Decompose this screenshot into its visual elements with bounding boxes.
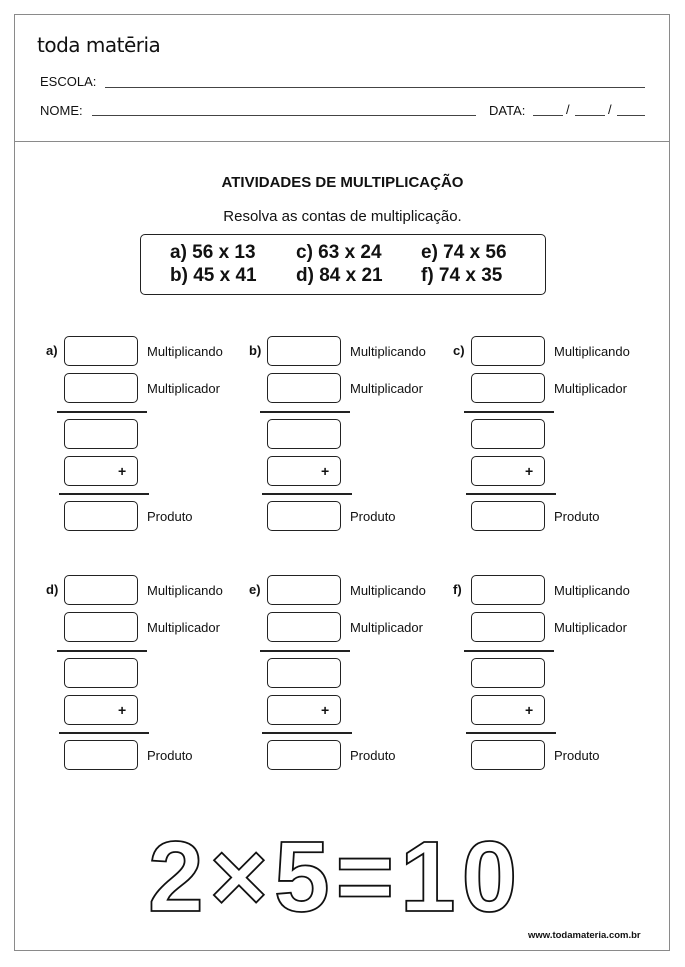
- divider-line: [262, 493, 352, 495]
- plus-sign: +: [118, 702, 127, 718]
- multiplicador-label: Multiplicador: [554, 620, 627, 635]
- multiplicador-label: Multiplicador: [147, 381, 220, 396]
- exercise-tag: a): [46, 343, 58, 358]
- exercise-tag: f): [453, 582, 462, 597]
- header-divider: [14, 141, 670, 142]
- multiplicando-box[interactable]: [64, 575, 138, 605]
- partial-product-box[interactable]: [267, 658, 341, 688]
- problems-box: [140, 234, 546, 295]
- divider-line: [57, 650, 147, 652]
- day-field[interactable]: [533, 115, 563, 116]
- instructions: Resolva as contas de multiplicação.: [223, 208, 462, 225]
- produto-label: Produto: [147, 748, 193, 763]
- produto-label: Produto: [147, 509, 193, 524]
- divider-line: [260, 650, 350, 652]
- divider-line: [57, 411, 147, 413]
- year-field[interactable]: [617, 115, 645, 116]
- footer-url: www.todamateria.com.br: [528, 930, 641, 941]
- divider-line: [464, 650, 554, 652]
- month-field[interactable]: [575, 115, 605, 116]
- partial-product-box[interactable]: [267, 456, 341, 486]
- produto-label: Produto: [554, 509, 600, 524]
- multiplicando-box[interactable]: [267, 336, 341, 366]
- nome-label: NOME:: [40, 103, 83, 118]
- multiplicador-box[interactable]: [471, 373, 545, 403]
- exercise-tag: c): [453, 343, 465, 358]
- multiplicador-box[interactable]: [267, 373, 341, 403]
- page-title: ATIVIDADES DE MULTIPLICAÇÃO: [221, 174, 464, 191]
- exercise-tag: d): [46, 582, 59, 597]
- problem-a: a) 56 x 13: [170, 242, 256, 263]
- multiplicador-box[interactable]: [471, 612, 545, 642]
- multiplicando-box[interactable]: [471, 575, 545, 605]
- produto-box[interactable]: [267, 501, 341, 531]
- partial-product-box[interactable]: [64, 419, 138, 449]
- plus-sign: +: [118, 463, 127, 479]
- illustration-equation: 2×5=10: [148, 821, 523, 920]
- partial-product-box[interactable]: [267, 419, 341, 449]
- problem-f: f) 74 x 35: [421, 265, 503, 286]
- produto-box[interactable]: [64, 501, 138, 531]
- date-separator: /: [608, 102, 612, 117]
- page-border: [14, 14, 670, 951]
- multiplicador-box[interactable]: [267, 612, 341, 642]
- divider-line: [464, 411, 554, 413]
- multiplicando-label: Multiplicando: [147, 344, 223, 359]
- problem-d: d) 84 x 21: [296, 265, 383, 286]
- plus-sign: +: [525, 702, 534, 718]
- multiplicando-label: Multiplicando: [554, 344, 630, 359]
- escola-field[interactable]: [105, 87, 645, 88]
- multiplicando-label: Multiplicando: [350, 583, 426, 598]
- multiplicando-box[interactable]: [267, 575, 341, 605]
- produto-label: Produto: [554, 748, 600, 763]
- multiplicador-label: Multiplicador: [147, 620, 220, 635]
- nome-field[interactable]: [92, 115, 476, 116]
- partial-product-box[interactable]: [471, 658, 545, 688]
- multiplicando-label: Multiplicando: [350, 344, 426, 359]
- produto-label: Produto: [350, 748, 396, 763]
- partial-product-box[interactable]: [471, 419, 545, 449]
- partial-product-box[interactable]: [64, 695, 138, 725]
- data-label: DATA:: [489, 103, 526, 118]
- partial-product-box[interactable]: [471, 695, 545, 725]
- divider-line: [262, 732, 352, 734]
- multiplicador-label: Multiplicador: [554, 381, 627, 396]
- divider-line: [260, 411, 350, 413]
- plus-sign: +: [321, 463, 330, 479]
- multiplicador-label: Multiplicador: [350, 381, 423, 396]
- multiplicador-label: Multiplicador: [350, 620, 423, 635]
- divider-line: [59, 732, 149, 734]
- plus-sign: +: [525, 463, 534, 479]
- multiplicando-label: Multiplicando: [554, 583, 630, 598]
- produto-label: Produto: [350, 509, 396, 524]
- partial-product-box[interactable]: [64, 456, 138, 486]
- problem-c: c) 63 x 24: [296, 242, 382, 263]
- exercise-tag: e): [249, 582, 261, 597]
- produto-box[interactable]: [471, 740, 545, 770]
- problem-b: b) 45 x 41: [170, 265, 257, 286]
- partial-product-box[interactable]: [267, 695, 341, 725]
- produto-box[interactable]: [64, 740, 138, 770]
- multiplicando-label: Multiplicando: [147, 583, 223, 598]
- divider-line: [466, 493, 556, 495]
- multiplicando-box[interactable]: [471, 336, 545, 366]
- exercise-tag: b): [249, 343, 262, 358]
- logo: toda matēria: [37, 33, 161, 57]
- partial-product-box[interactable]: [471, 456, 545, 486]
- produto-box[interactable]: [267, 740, 341, 770]
- divider-line: [466, 732, 556, 734]
- problem-e: e) 74 x 56: [421, 242, 507, 263]
- date-separator: /: [566, 102, 570, 117]
- multiplicador-box[interactable]: [64, 612, 138, 642]
- produto-box[interactable]: [471, 501, 545, 531]
- multiplication-illustration: 2×5=10: [147, 820, 523, 920]
- partial-product-box[interactable]: [64, 658, 138, 688]
- escola-label: ESCOLA:: [40, 74, 97, 89]
- multiplicador-box[interactable]: [64, 373, 138, 403]
- multiplicando-box[interactable]: [64, 336, 138, 366]
- plus-sign: +: [321, 702, 330, 718]
- divider-line: [59, 493, 149, 495]
